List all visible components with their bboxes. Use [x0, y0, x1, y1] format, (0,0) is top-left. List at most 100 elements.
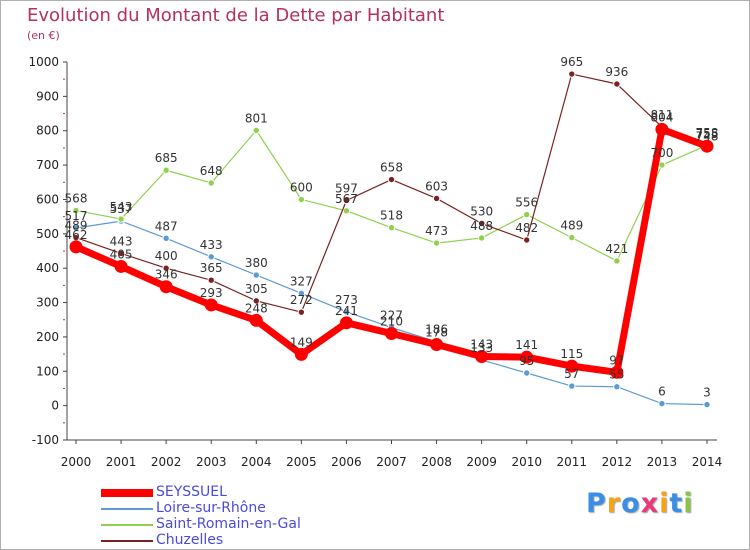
data-point-loire-sur-rhone [342, 308, 351, 316]
legend-label: Loire-sur-Rhône [156, 500, 266, 516]
data-label-seyssuel: 141 [515, 338, 538, 352]
x-tick-label: 2003 [196, 455, 227, 469]
data-point-seyssuel [69, 240, 83, 254]
x-tick-label: 2014 [692, 455, 723, 469]
data-point-seyssuel [159, 280, 173, 294]
data-label-chuzelles: 748 [696, 130, 719, 144]
y-tick-label: 700 [36, 158, 59, 172]
data-point-loire-sur-rhone [207, 253, 215, 261]
data-label-loire-sur-rhone: 380 [245, 256, 268, 270]
data-point-saint-romain-en-gal [387, 223, 396, 232]
data-label-saint-romain-en-gal: 473 [425, 224, 448, 238]
data-label-saint-romain-en-gal: 648 [200, 164, 223, 178]
x-tick-label: 2013 [647, 455, 678, 469]
data-point-chuzelles [613, 80, 621, 88]
data-point-chuzelles [162, 264, 170, 272]
y-tick-label: 900 [36, 89, 59, 103]
y-tick-label: -100 [32, 433, 59, 447]
data-point-saint-romain-en-gal [342, 207, 351, 215]
data-label-seyssuel: 346 [155, 268, 178, 282]
data-point-seyssuel [700, 139, 714, 153]
data-point-seyssuel [520, 350, 534, 364]
data-label-chuzelles: 400 [155, 249, 178, 263]
data-point-saint-romain-en-gal [432, 239, 441, 247]
legend-swatch [101, 508, 153, 510]
data-point-loire-sur-rhone [703, 400, 711, 409]
x-tick-label: 2000 [61, 455, 92, 469]
data-label-seyssuel: 149 [290, 335, 313, 349]
x-tick-label: 2012 [602, 455, 633, 469]
data-label-loire-sur-rhone: 517 [65, 209, 88, 223]
data-point-chuzelles [477, 219, 486, 228]
data-point-loire-sur-rhone [252, 271, 260, 279]
legend-swatch [101, 524, 153, 526]
series-layer [69, 70, 714, 409]
data-point-saint-romain-en-gal [162, 166, 170, 174]
legend-label: Chuzelles [156, 532, 224, 548]
x-tick-label: 2001 [106, 455, 137, 469]
y-tick-label: 0 [51, 399, 59, 413]
legend-label: SEYSSUEL [156, 484, 227, 500]
data-label-seyssuel: 804 [650, 110, 673, 124]
data-point-seyssuel [475, 349, 489, 363]
data-point-loire-sur-rhone [72, 224, 80, 232]
data-label-saint-romain-en-gal: 758 [696, 126, 719, 140]
data-point-seyssuel [655, 122, 669, 136]
data-label-saint-romain-en-gal: 700 [650, 146, 673, 160]
data-point-chuzelles [297, 308, 306, 316]
y-tick-label: 500 [36, 227, 59, 241]
data-point-saint-romain-en-gal [568, 233, 576, 242]
data-label-saint-romain-en-gal: 568 [65, 191, 88, 205]
data-label-chuzelles: 443 [110, 234, 133, 248]
data-point-chuzelles [207, 276, 215, 284]
data-point-saint-romain-en-gal [252, 126, 260, 135]
data-point-seyssuel [249, 313, 263, 327]
data-label-chuzelles: 811 [650, 108, 673, 122]
data-label-seyssuel: 405 [110, 247, 133, 261]
data-label-chuzelles: 597 [335, 181, 358, 195]
data-label-chuzelles: 489 [65, 219, 88, 233]
x-tick-label: 2010 [511, 455, 542, 469]
data-label-loire-sur-rhone: 227 [380, 309, 403, 323]
data-point-saint-romain-en-gal [297, 195, 306, 204]
data-label-seyssuel: 241 [335, 304, 358, 318]
legend-swatch [101, 489, 153, 497]
data-point-saint-romain-en-gal [613, 257, 621, 265]
x-tick-label: 2002 [151, 455, 182, 469]
data-label-saint-romain-en-gal: 489 [560, 219, 583, 233]
data-label-saint-romain-en-gal: 421 [605, 242, 628, 256]
data-point-seyssuel [385, 326, 398, 340]
data-point-saint-romain-en-gal [477, 234, 486, 242]
data-label-seyssuel: 293 [200, 286, 223, 300]
data-point-chuzelles [568, 70, 576, 78]
data-point-chuzelles [432, 194, 441, 203]
chart-title: Evolution du Montant de la Dette par Hab… [27, 5, 445, 26]
data-point-seyssuel [339, 316, 353, 330]
data-point-loire-sur-rhone [162, 234, 170, 242]
data-label-chuzelles: 305 [245, 282, 268, 296]
data-point-saint-romain-en-gal [117, 215, 125, 223]
y-tick-label: 800 [36, 124, 59, 138]
data-label-loire-sur-rhone: 487 [155, 219, 178, 233]
data-label-chuzelles: 272 [290, 293, 313, 307]
data-point-loire-sur-rhone [568, 382, 576, 390]
data-label-seyssuel: 178 [425, 325, 448, 339]
legend-label: Saint-Romain-en-Gal [156, 516, 301, 532]
x-tick-label: 2009 [466, 455, 497, 469]
y-tick-label: 100 [36, 364, 59, 378]
data-label-seyssuel: 210 [380, 314, 403, 328]
data-label-loire-sur-rhone: 537 [110, 202, 133, 216]
x-tick-label: 2011 [557, 455, 588, 469]
data-label-loire-sur-rhone: 6 [658, 385, 666, 399]
data-label-seyssuel: 143 [470, 337, 493, 351]
data-label-chuzelles: 365 [200, 261, 223, 275]
data-label-saint-romain-en-gal: 518 [380, 209, 403, 223]
data-label-saint-romain-en-gal: 600 [290, 180, 313, 194]
x-tick-label: 2005 [286, 455, 317, 469]
x-tick-label: 2008 [421, 455, 452, 469]
data-label-chuzelles: 482 [515, 221, 538, 235]
data-label-saint-romain-en-gal: 543 [110, 200, 133, 214]
data-label-loire-sur-rhone: 186 [425, 323, 448, 337]
